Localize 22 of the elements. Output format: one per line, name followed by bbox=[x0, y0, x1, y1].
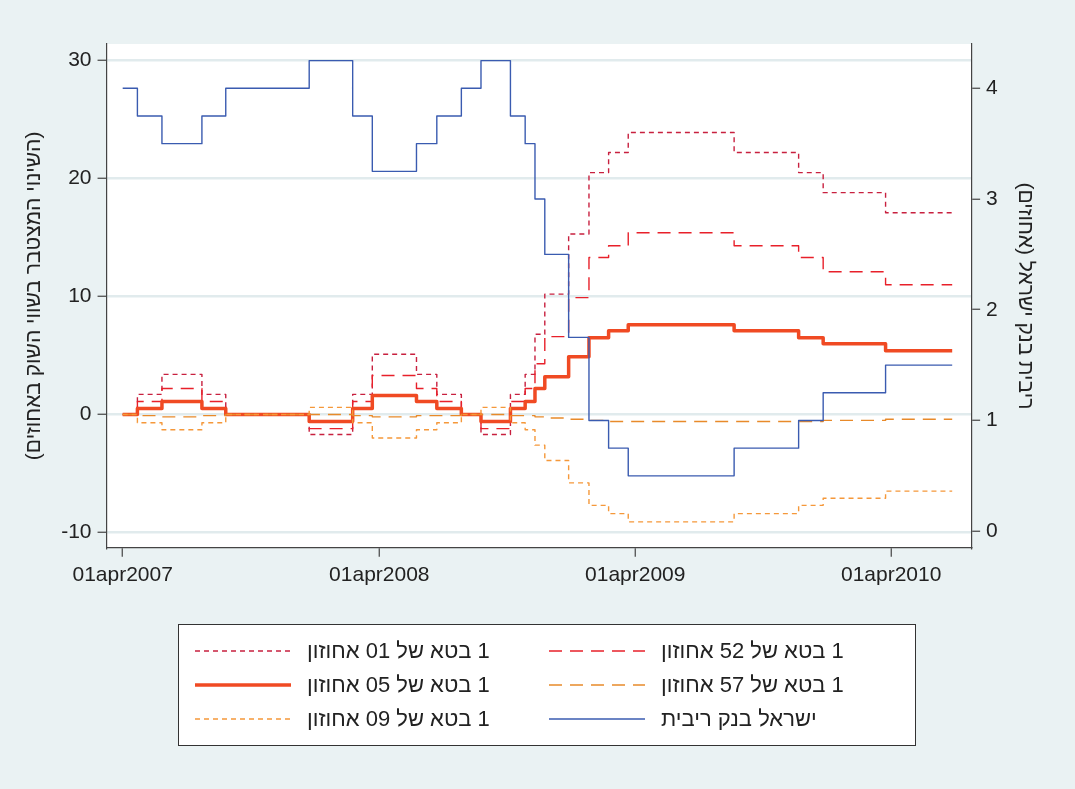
y2-tick-label: 1 bbox=[986, 407, 998, 431]
x-tick-label: 01apr2010 bbox=[840, 562, 942, 586]
legend-label: 1 בטא של 05 אחוזון bbox=[307, 672, 490, 698]
y-tick-label: 10 bbox=[68, 283, 92, 307]
legend-label: 1 בטא של 57 אחוזון bbox=[661, 672, 844, 698]
x-tick-label: 01apr2008 bbox=[329, 562, 430, 586]
y2-tick-label: 3 bbox=[986, 185, 998, 209]
y-tick-label: 0 bbox=[79, 401, 92, 425]
y-tick-label: -10 bbox=[61, 519, 92, 543]
legend-label: 1 בטא של 52 אחוזון bbox=[661, 638, 844, 664]
y2-tick-label: 2 bbox=[986, 296, 998, 320]
x-tick-label: 01apr2007 bbox=[72, 562, 173, 586]
y2-axis-title: ריבית בנק ישראל (אחוזים) bbox=[1014, 182, 1038, 410]
legend-label: 1 בטא של 01 אחוזון bbox=[307, 638, 490, 664]
y2-tick-label: 0 bbox=[986, 517, 998, 541]
x-tick-label: 01apr2009 bbox=[585, 562, 686, 586]
legend-label: 1 בטא של 09 אחוזון bbox=[307, 706, 490, 732]
y-axis-title: (השינוי המצטבר בשווי השוק באחוזים) bbox=[21, 131, 45, 461]
y-tick-label: 30 bbox=[68, 47, 92, 71]
y2-tick-label: 4 bbox=[986, 75, 999, 99]
y-tick-label: 20 bbox=[68, 165, 92, 189]
legend-label: ישראל בנק ריבית bbox=[661, 706, 817, 732]
